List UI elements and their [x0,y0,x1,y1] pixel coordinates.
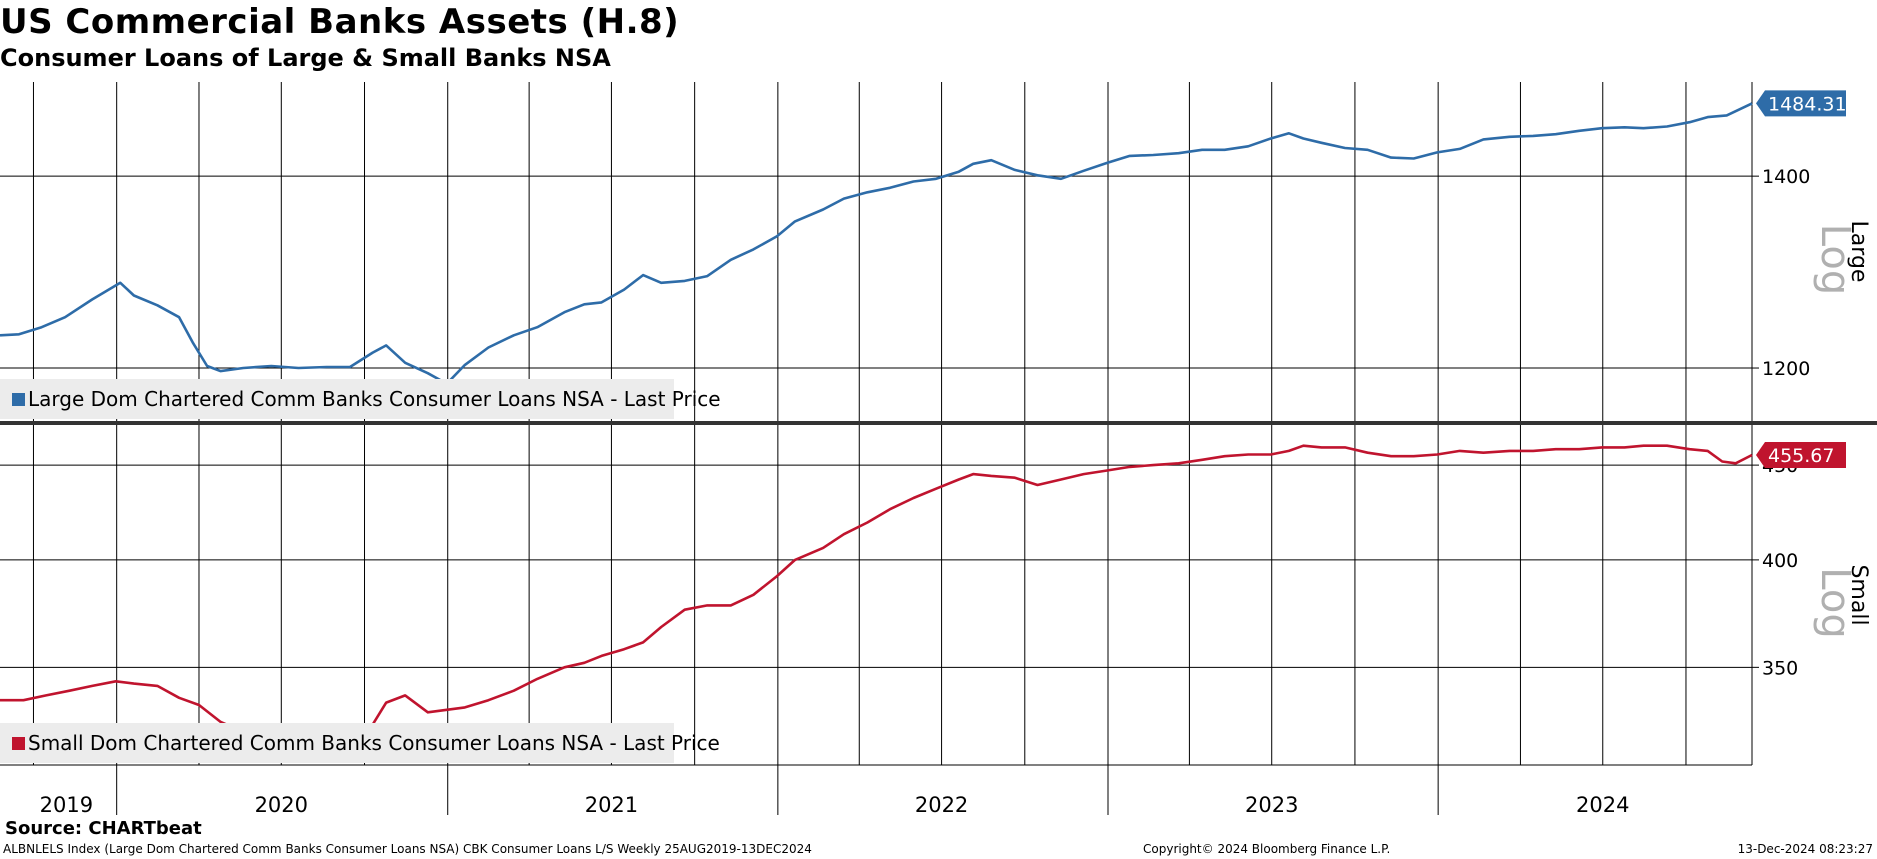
last-value-label: 1484.31 [1768,93,1847,115]
scale-label: Log [1812,224,1858,295]
x-year-label: 2023 [1245,793,1298,817]
legend-label: Small Dom Chartered Comm Banks Consumer … [28,731,720,755]
footer-timestamp: 13-Dec-2024 08:23:27 [1737,842,1873,856]
source-note: Source: CHARTbeat [5,818,202,839]
legend-label: Large Dom Chartered Comm Banks Consumer … [28,387,721,411]
y-tick-label: 350 [1762,657,1798,679]
x-year-label: 2022 [915,793,968,817]
y-tick-label: 400 [1762,550,1798,572]
legend-box [0,723,674,763]
series-line-small [0,444,1753,734]
series-line-large [0,102,1753,386]
footer-copyright: Copyright© 2024 Bloomberg Finance L.P. [1143,842,1391,856]
x-year-label: 2024 [1576,793,1629,817]
y-tick-label: 1200 [1762,358,1810,380]
panel-label: Large [1846,221,1871,283]
legend-box [0,379,674,419]
last-value-tag [1756,442,1846,469]
x-year-label: 2021 [585,793,638,817]
last-value-label: 455.67 [1768,445,1834,467]
y-tick-label: 1400 [1762,166,1810,188]
chart-title: US Commercial Banks Assets (H.8) [0,2,680,42]
scale-label: Log [1812,567,1858,638]
footer-description: ALBNLELS Index (Large Dom Chartered Comm… [3,842,812,856]
panel-separator [0,421,1877,425]
last-value-tag [1756,90,1846,117]
x-year-label: 2019 [40,793,93,817]
chart-subtitle: Consumer Loans of Large & Small Banks NS… [0,44,611,72]
panel-label: Small [1846,564,1871,625]
legend-swatch [12,737,25,750]
legend-swatch [12,393,25,406]
x-year-label: 2020 [255,793,308,817]
